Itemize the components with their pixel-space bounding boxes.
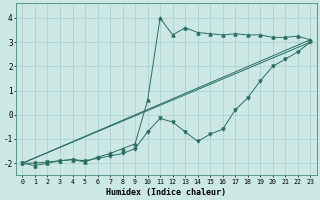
- X-axis label: Humidex (Indice chaleur): Humidex (Indice chaleur): [106, 188, 226, 197]
